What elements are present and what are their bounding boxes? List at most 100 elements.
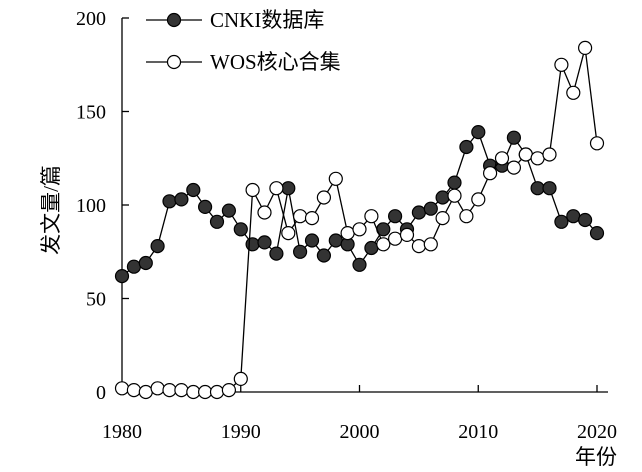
data-point [269, 181, 284, 196]
data-point [388, 209, 403, 224]
data-point [542, 181, 557, 196]
data-point [423, 201, 438, 216]
x-tick-label: 1990 [221, 421, 261, 443]
data-point [471, 125, 486, 140]
data-point [281, 226, 296, 241]
y-tick-label: 50 [86, 289, 106, 311]
data-point [174, 383, 189, 398]
data-point [186, 384, 201, 400]
series-line [121, 47, 598, 393]
data-point [257, 235, 272, 250]
data-point [411, 205, 426, 220]
data-point [577, 40, 593, 56]
data-point [352, 222, 367, 237]
data-point [554, 214, 569, 229]
data-point [364, 240, 379, 256]
data-point [233, 371, 248, 386]
data-point [186, 182, 201, 198]
data-point [483, 166, 498, 181]
data-point [447, 188, 462, 203]
data-point [245, 182, 260, 198]
data-point [162, 383, 177, 398]
x-tick-label: 2000 [340, 421, 380, 443]
data-point [150, 381, 165, 396]
data-point [293, 244, 308, 259]
y-tick-label: 0 [96, 382, 106, 404]
data-point [435, 211, 450, 226]
series-wos [114, 40, 605, 400]
data-point [566, 209, 581, 224]
data-point [506, 160, 522, 175]
data-point [542, 147, 557, 162]
data-point [530, 151, 545, 166]
data-point [364, 209, 379, 224]
data-point [554, 57, 569, 72]
data-point [221, 203, 236, 218]
data-point [269, 246, 284, 261]
data-point [114, 269, 130, 284]
data-point [423, 237, 438, 252]
y-tick-label: 150 [76, 102, 106, 124]
data-point [518, 147, 533, 162]
series-cnki [114, 125, 605, 284]
data-point [150, 239, 165, 254]
data-point [589, 226, 605, 241]
data-point [352, 257, 367, 272]
data-point [293, 209, 308, 224]
x-tick-label: 2010 [458, 421, 498, 443]
data-point [494, 151, 510, 166]
y-tick-label: 100 [76, 195, 106, 217]
data-point [471, 192, 486, 207]
data-point [281, 181, 296, 196]
data-point [114, 381, 130, 396]
data-point [530, 181, 545, 196]
data-point [174, 192, 189, 207]
data-point [221, 383, 236, 398]
data-point [589, 136, 605, 151]
x-tick-label: 1980 [102, 421, 142, 443]
x-axis-title: 年份 [575, 445, 617, 469]
y-axis: 0 50 100 150 200 发文量/篇 [39, 8, 129, 404]
data-point [506, 130, 522, 145]
data-point [376, 237, 391, 252]
data-point [316, 190, 331, 205]
data-point [126, 259, 141, 274]
data-point [233, 222, 248, 237]
data-point [257, 205, 272, 220]
data-point [447, 175, 462, 190]
data-point [388, 231, 403, 246]
x-axis: 1980 1990 2000 2010 2020 年份 [102, 385, 617, 469]
y-tick-label: 200 [76, 8, 106, 30]
data-point [198, 199, 213, 214]
data-point [566, 85, 581, 100]
data-point [162, 194, 177, 209]
data-point [209, 214, 225, 229]
data-point [328, 233, 343, 248]
y-axis-title: 发文量/篇 [39, 165, 63, 255]
data-point [459, 209, 474, 224]
data-point [126, 383, 141, 398]
data-point [198, 384, 213, 400]
data-point [304, 233, 320, 248]
data-point [138, 255, 153, 271]
legend-marker-wos [166, 54, 182, 70]
x-tick-label: 2020 [577, 421, 617, 443]
data-point [435, 190, 450, 205]
data-point [245, 237, 260, 252]
data-point [138, 384, 153, 400]
data-point [316, 248, 331, 263]
data-point [399, 227, 415, 242]
data-point [459, 139, 474, 155]
data-point [340, 226, 355, 241]
legend-label-wos: WOS核心合集 [210, 50, 341, 74]
data-point [328, 171, 343, 186]
legend-marker-cnki [166, 12, 182, 28]
legend: CNKI数据库 WOS核心合集 [146, 8, 341, 74]
legend-label-cnki: CNKI数据库 [210, 8, 324, 32]
data-point [304, 211, 320, 226]
data-point [411, 239, 426, 254]
plot-area [114, 40, 605, 400]
data-point [209, 384, 225, 400]
data-point [577, 212, 593, 228]
